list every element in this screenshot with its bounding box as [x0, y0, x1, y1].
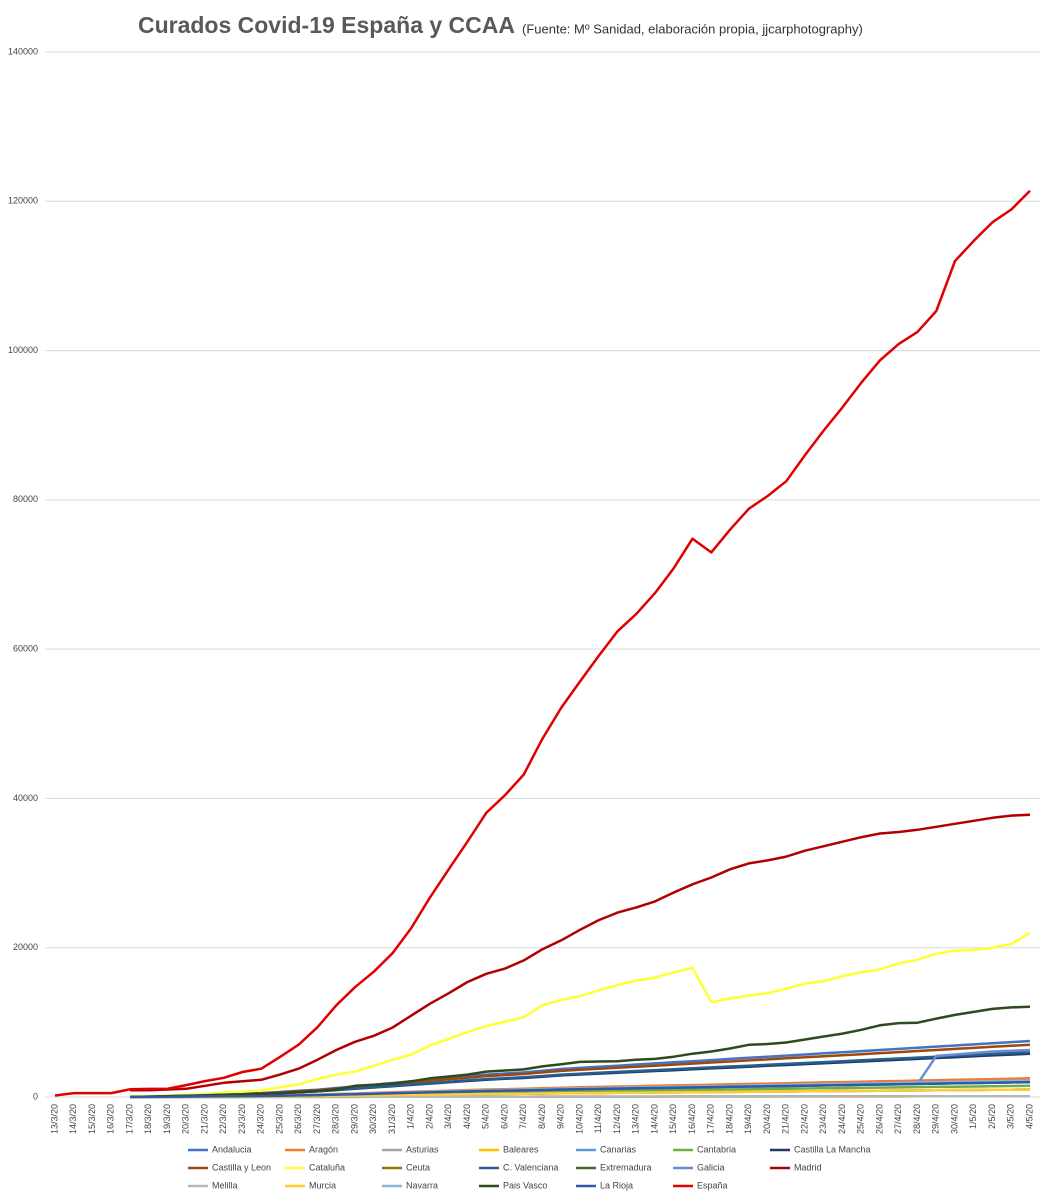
x-tick-label: 4/5/20 [1024, 1104, 1034, 1129]
series-line [129, 1005, 1031, 1099]
x-tick-label: 21/4/20 [781, 1104, 791, 1134]
x-tick-label: 10/4/20 [574, 1104, 584, 1134]
x-tick-label: 26/3/20 [293, 1104, 303, 1134]
legend-label: Madrid [794, 1162, 822, 1172]
x-tick-label: 24/3/20 [256, 1104, 266, 1134]
legend-label: La Rioja [600, 1180, 633, 1190]
series-line [129, 1080, 1031, 1099]
chart-title: Curados Covid-19 España y CCAA [138, 12, 515, 38]
x-tick-label: 20/4/20 [762, 1104, 772, 1134]
legend-label: Galicia [697, 1162, 725, 1172]
legend-label: Murcia [309, 1180, 336, 1190]
series-line [54, 189, 1031, 1097]
x-tick-label: 16/3/20 [106, 1104, 116, 1134]
legend-label: Castilla La Mancha [794, 1144, 871, 1154]
y-tick-label: 0 [33, 1091, 38, 1101]
x-tick-label: 8/4/20 [537, 1104, 547, 1129]
x-tick-label: 23/4/20 [818, 1104, 828, 1134]
x-tick-label: 25/3/20 [274, 1104, 284, 1134]
legend-label: Navarra [406, 1180, 438, 1190]
x-tick-label: 18/3/20 [143, 1104, 153, 1134]
x-tick-label: 30/4/20 [949, 1104, 959, 1134]
legend-label: Ceuta [406, 1162, 430, 1172]
x-tick-label: 4/4/20 [462, 1104, 472, 1129]
x-tick-label: 30/3/20 [368, 1104, 378, 1134]
legend-label: Aragón [309, 1144, 338, 1154]
x-tick-label: 3/5/20 [1006, 1104, 1016, 1129]
legend-label: Andalucia [212, 1144, 252, 1154]
legend-label: Canarias [600, 1144, 637, 1154]
y-tick-label: 40000 [13, 793, 38, 803]
x-tick-label: 27/4/20 [893, 1104, 903, 1134]
legend-label: Extremadura [600, 1162, 652, 1172]
x-tick-label: 15/3/20 [87, 1104, 97, 1134]
y-tick-label: 20000 [13, 942, 38, 952]
x-tick-label: 13/3/20 [49, 1104, 59, 1134]
legend-label: España [697, 1180, 728, 1190]
series-line [130, 931, 1031, 1098]
x-tick-label: 28/3/20 [331, 1104, 341, 1134]
legend-label: Castilla y Leon [212, 1162, 271, 1172]
x-tick-label: 31/3/20 [387, 1104, 397, 1134]
y-tick-label: 100000 [8, 345, 38, 355]
x-tick-label: 23/3/20 [237, 1104, 247, 1134]
y-tick-label: 60000 [13, 644, 38, 654]
x-tick-label: 29/3/20 [349, 1104, 359, 1134]
x-tick-label: 14/4/20 [649, 1104, 659, 1134]
chart-subtitle: (Fuente: Mº Sanidad, elaboración propia,… [522, 21, 863, 36]
legend-label: Cantabria [697, 1144, 736, 1154]
x-tick-label: 12/4/20 [612, 1104, 622, 1134]
x-tick-label: 5/4/20 [481, 1104, 491, 1129]
x-tick-label: 2/4/20 [424, 1104, 434, 1129]
x-tick-label: 1/4/20 [406, 1104, 416, 1129]
x-tick-label: 24/4/20 [837, 1104, 847, 1134]
x-tick-label: 22/4/20 [799, 1104, 809, 1134]
x-tick-label: 1/5/20 [968, 1104, 978, 1129]
x-tick-label: 28/4/20 [912, 1104, 922, 1134]
x-tick-label: 2/5/20 [987, 1104, 997, 1129]
legend-label: Melilla [212, 1180, 238, 1190]
x-tick-label: 26/4/20 [874, 1104, 884, 1134]
x-tick-label: 21/3/20 [199, 1104, 209, 1134]
x-tick-label: 9/4/20 [556, 1104, 566, 1129]
legend-label: Cataluña [309, 1162, 345, 1172]
series-line [130, 813, 1031, 1092]
x-tick-label: 22/3/20 [218, 1104, 228, 1134]
y-tick-label: 140000 [8, 46, 38, 56]
x-tick-label: 25/4/20 [856, 1104, 866, 1134]
legend-label: Baleares [503, 1144, 539, 1154]
x-tick-label: 6/4/20 [499, 1104, 509, 1129]
y-tick-label: 80000 [13, 494, 38, 504]
x-tick-label: 17/4/20 [706, 1104, 716, 1134]
x-tick-label: 19/3/20 [162, 1104, 172, 1134]
x-tick-label: 19/4/20 [743, 1104, 753, 1134]
x-tick-label: 20/3/20 [181, 1104, 191, 1134]
x-tick-label: 15/4/20 [668, 1104, 678, 1134]
x-tick-label: 17/3/20 [124, 1104, 134, 1134]
x-tick-label: 11/4/20 [593, 1104, 603, 1133]
x-tick-label: 29/4/20 [931, 1104, 941, 1134]
legend-label: Asturias [406, 1144, 439, 1154]
x-tick-label: 14/3/20 [68, 1104, 78, 1134]
y-tick-label: 120000 [8, 196, 38, 206]
x-tick-label: 3/4/20 [443, 1104, 453, 1129]
legend-label: Pais Vasco [503, 1180, 547, 1190]
x-tick-label: 18/4/20 [724, 1104, 734, 1134]
legend-label: C. Valenciana [503, 1162, 558, 1172]
x-tick-label: 27/3/20 [312, 1104, 322, 1134]
x-tick-label: 16/4/20 [687, 1104, 697, 1134]
x-tick-label: 13/4/20 [631, 1104, 641, 1134]
x-tick-label: 7/4/20 [518, 1104, 528, 1129]
